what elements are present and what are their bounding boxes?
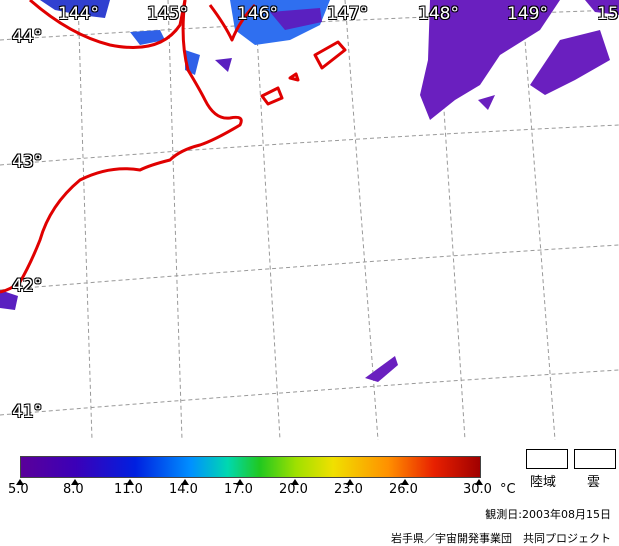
latitude-line-42 <box>0 244 619 291</box>
cloud-patch <box>40 0 110 18</box>
longitude-label-146: 146° <box>237 4 278 24</box>
longitude-line-145 <box>167 0 183 440</box>
longitude-label-150: 15 <box>597 4 619 24</box>
coastline-hokkaido <box>29 0 187 49</box>
longitude-line-144 <box>77 0 93 440</box>
land-legend-label: 陸域 <box>530 475 557 490</box>
scale-tick <box>475 479 483 485</box>
longitude-label-149: 149° <box>507 4 548 24</box>
latitude-label-41: 41° <box>12 402 43 422</box>
scale-tick <box>126 479 134 485</box>
scale-tick <box>401 479 409 485</box>
scale-label: 20.0 <box>279 482 308 497</box>
scale-tick <box>236 479 244 485</box>
cloud-patch <box>420 0 560 120</box>
longitude-label-144: 144° <box>58 4 99 24</box>
cloud-patches <box>0 0 619 382</box>
cloud-patch <box>270 8 322 30</box>
coastline-island <box>260 86 284 106</box>
credit-line: 岩手県／宇宙開発事業団 共同プロジェクト <box>391 532 611 545</box>
unit-label: °C <box>500 482 516 497</box>
cloud-patch <box>530 30 610 95</box>
cloud-patch <box>130 30 165 45</box>
longitude-line-149 <box>521 0 556 440</box>
scale-label: 23.0 <box>334 482 363 497</box>
land-legend-swatch <box>526 449 568 469</box>
scale-label: 8.0 <box>63 482 84 497</box>
scale-tick <box>16 479 24 485</box>
longitude-line-147 <box>344 0 379 440</box>
scale-tick <box>71 479 79 485</box>
coastline <box>0 0 347 294</box>
cloud-patch <box>585 0 619 15</box>
observation-date: 観測日:2003年08月15日 <box>485 508 611 521</box>
longitude-label-147: 147° <box>327 4 368 24</box>
scale-label: 11.0 <box>114 482 143 497</box>
cloud-legend-swatch <box>574 449 616 469</box>
longitude-label-145: 145° <box>147 4 188 24</box>
latitude-label-43: 43° <box>12 152 43 172</box>
cloud-patch <box>365 356 398 382</box>
scale-label: 26.0 <box>389 482 418 497</box>
coastline-island <box>313 40 347 70</box>
scale-tick <box>181 479 189 485</box>
coastline-shiretoko <box>208 3 257 42</box>
longitude-line-146 <box>254 0 281 440</box>
graticule <box>0 0 619 440</box>
scale-label: 14.0 <box>169 482 198 497</box>
latitude-label-44: 44° <box>12 27 43 47</box>
coastline-island <box>288 72 300 82</box>
latitude-line-43 <box>0 124 619 166</box>
scale-label: 30.0 <box>463 482 492 497</box>
latitude-line-41 <box>0 369 619 416</box>
coastline-nemuro <box>0 0 243 294</box>
temperature-color-bar <box>20 456 481 478</box>
sea-surface-map <box>0 0 619 440</box>
scale-tick <box>346 479 354 485</box>
longitude-label-148: 148° <box>418 4 459 24</box>
cloud-legend-label: 雲 <box>587 475 601 490</box>
scale-tick <box>291 479 299 485</box>
cloud-patch <box>0 290 18 310</box>
cloud-patch <box>215 58 232 72</box>
cloud-patch <box>478 95 495 110</box>
scale-label: 17.0 <box>224 482 253 497</box>
scale-label: 5.0 <box>8 482 29 497</box>
latitude-label-42: 42° <box>12 276 43 296</box>
